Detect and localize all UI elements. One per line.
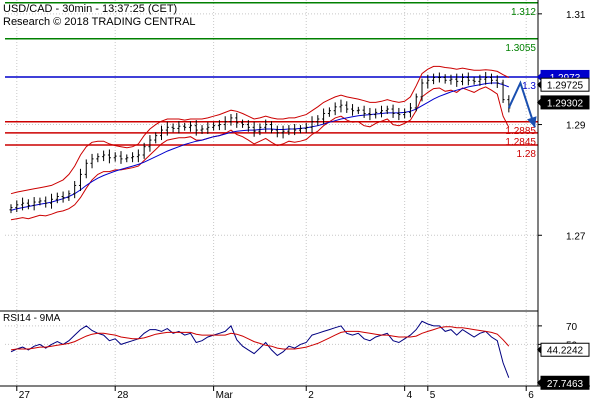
price-badge-1: 1.29725 <box>547 81 584 92</box>
price-badge-2-pointer <box>537 98 541 107</box>
x-tick-label-2: Mar <box>216 390 234 400</box>
level-label-5: 1.28 <box>517 149 537 160</box>
frame-layer <box>0 0 590 391</box>
price-badge-1-pointer <box>537 80 541 89</box>
x-tick-label-6: 6 <box>528 390 534 400</box>
rsi-badge-0: 44.2242 <box>547 346 584 357</box>
research-credit: Research © 2018 TRADING CENTRAL <box>3 16 196 28</box>
rsi-line <box>10 320 510 378</box>
rsi-badge-1-pointer <box>537 378 541 387</box>
price-badge-2: 1.29302 <box>547 98 584 109</box>
price-badge-0-pointer <box>537 72 541 81</box>
bollinger-upper-line <box>10 65 510 195</box>
x-tick-label-5: 5 <box>430 390 436 400</box>
level-label-1: 1.3055 <box>505 43 536 54</box>
x-tick-label-4: 4 <box>407 390 413 400</box>
bollinger-lower-line <box>10 86 510 221</box>
rsi-ma-line <box>10 326 510 351</box>
rsi-tick-label-0: 70 <box>566 322 578 333</box>
y-tick-label-2: 1.27 <box>566 231 586 242</box>
candles-layer <box>9 71 511 214</box>
level-label-3: 1.2885 <box>505 126 536 137</box>
level-label-4: 1.2845 <box>505 137 536 148</box>
y-tick-label-0: 1.31 <box>566 10 586 21</box>
rsi-layer <box>10 320 510 378</box>
projection-arrowhead <box>527 116 537 128</box>
x-tick-label-3: 2 <box>308 390 314 400</box>
y-tick-label-1: 1.29 <box>566 121 586 132</box>
rsi-title: RSI14 - 9MA <box>3 313 61 324</box>
x-tick-label-1: 28 <box>117 390 129 400</box>
rsi-badge-0-pointer <box>537 345 541 354</box>
rsi-badge-1: 27.7463 <box>547 379 584 390</box>
level-label-2: 1.3 <box>522 81 536 92</box>
x-tick-label-0: 27 <box>19 390 31 400</box>
chart-title: USD/CAD - 30min - 13:37:25 (CET) <box>3 3 177 15</box>
level-label-0: 1.312 <box>511 7 536 18</box>
projection-path <box>507 80 536 128</box>
grid-layer <box>5 0 538 386</box>
